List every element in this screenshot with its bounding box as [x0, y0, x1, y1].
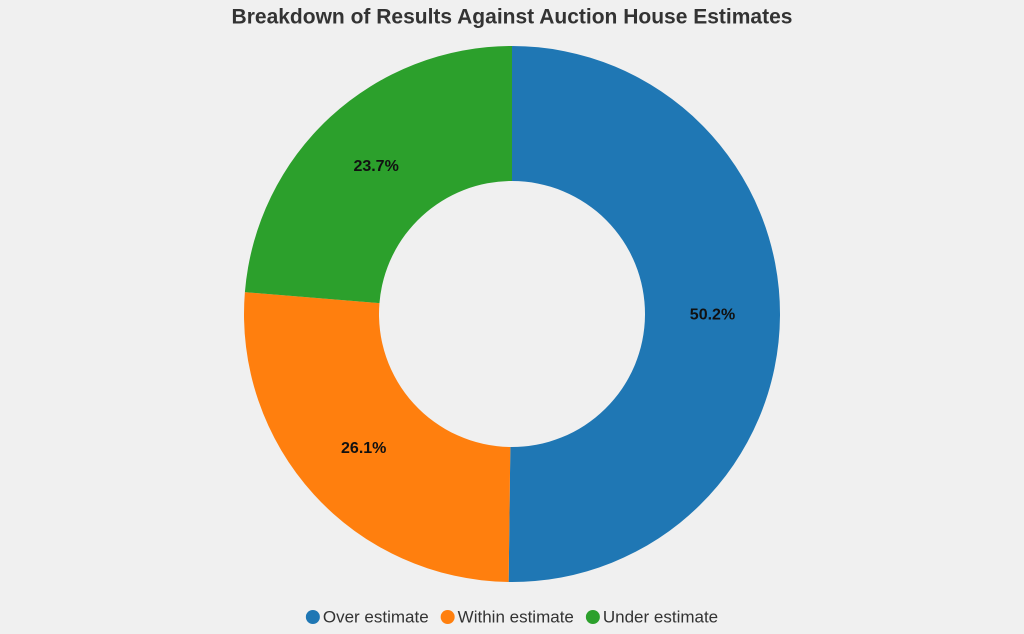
donut-slice: [244, 292, 511, 582]
donut-slice: [508, 46, 781, 582]
legend-label: Under estimate: [603, 607, 718, 626]
legend-marker: [585, 610, 600, 624]
legend-label: Within estimate: [458, 607, 574, 626]
value-label: 50.2%: [690, 306, 735, 323]
value-label: 26.1%: [341, 440, 386, 457]
legend-label: Over estimate: [323, 607, 429, 626]
legend-marker: [305, 610, 320, 624]
legend: Over estimate Within estimate Under estima…: [305, 607, 718, 626]
legend-marker: [440, 610, 455, 624]
chart-title: Breakdown of Results Against Auction Hou…: [232, 6, 793, 29]
value-label: 23.7%: [353, 158, 398, 175]
donut-slice: [244, 46, 512, 304]
